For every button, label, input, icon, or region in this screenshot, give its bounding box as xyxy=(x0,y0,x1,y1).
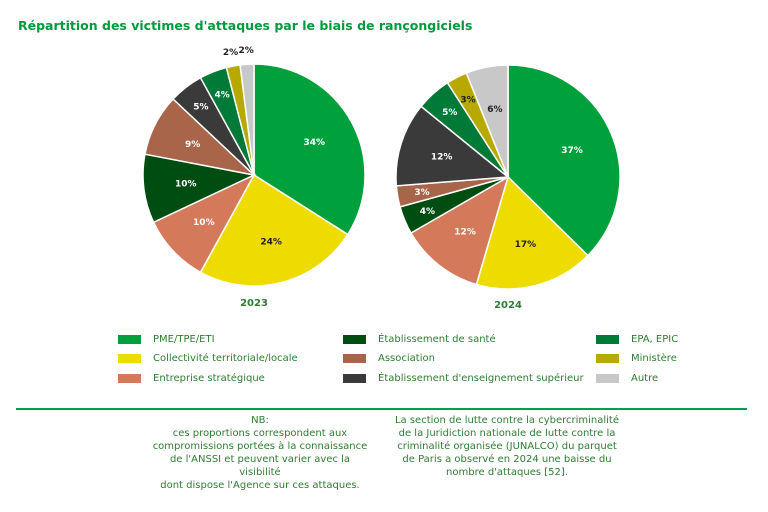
legend-swatch xyxy=(118,374,141,383)
legend-swatch xyxy=(596,354,619,363)
pie-slice xyxy=(239,63,255,176)
legend-label: Ministère xyxy=(631,353,677,364)
legend-swatch xyxy=(596,374,619,383)
note-right: La section de lutte contre la cybercrimi… xyxy=(394,415,620,478)
legend-label: PME/TPE/ETI xyxy=(153,334,215,345)
slice-label: 6% xyxy=(487,105,502,115)
slice-label: 37% xyxy=(561,146,583,156)
slice-label: 12% xyxy=(431,152,453,162)
legend-swatch xyxy=(118,354,141,363)
slice-label: 12% xyxy=(454,228,476,238)
legend-label: Établissement d'enseignement supérieur xyxy=(378,373,584,384)
legend-label: Collectivité territoriale/locale xyxy=(153,353,298,364)
slice-label: 9% xyxy=(185,140,200,150)
note-left: NB: ces proportions correspondent aux co… xyxy=(152,415,368,491)
slice-label: 17% xyxy=(515,240,537,250)
legend-swatch xyxy=(596,335,619,344)
pie-2023: 34% 24% 10% 10% 9% 5% 4% 2% 2% xyxy=(142,46,366,287)
slice-label: 2% xyxy=(239,46,254,56)
slice-label: 5% xyxy=(193,103,208,113)
pie-slice xyxy=(465,64,509,178)
legend-label: EPA, EPIC xyxy=(631,334,679,345)
legend-item: PME/TPE/ETI xyxy=(118,334,215,345)
legend-label: Établissement de santé xyxy=(378,334,496,345)
legend-swatch xyxy=(343,335,366,344)
legend-swatch xyxy=(343,374,366,383)
pie-2024: 37%17%12%4%3%12%5%3%6% xyxy=(395,64,621,290)
pie-slice xyxy=(395,105,510,187)
legend-item: Établissement de santé xyxy=(343,334,496,345)
legend-item: Ministère xyxy=(596,353,677,364)
legend-swatch xyxy=(118,335,141,344)
legend-item: Association xyxy=(343,353,435,364)
pie-slice xyxy=(507,64,621,257)
legend-label: Entreprise stratégique xyxy=(153,373,265,384)
pie-slice xyxy=(475,175,589,290)
legend-item: Collectivité territoriale/locale xyxy=(118,353,298,364)
pie-charts: 34% 24% 10% 10% 9% 5% 4% 2% 2% 2023 37% 17% 12% 4% 3% 1… xyxy=(142,46,621,311)
slice-label: 5% xyxy=(442,108,457,118)
legend-item: Entreprise stratégique xyxy=(118,373,265,384)
year-label: 2024 xyxy=(494,300,522,311)
chart-title: Répartition des victimes d'attaques par … xyxy=(18,18,473,33)
legend-label: Association xyxy=(378,353,435,364)
slice-label: 10% xyxy=(193,218,215,228)
pie-slice xyxy=(199,173,349,287)
slice-label: 3% xyxy=(414,188,429,198)
slice-label: 3% xyxy=(460,95,475,105)
legend-swatch xyxy=(343,354,366,363)
divider xyxy=(16,408,747,410)
legend-item: EPA, EPIC xyxy=(596,334,678,345)
pie-slice xyxy=(409,175,510,286)
slice-label: 34% xyxy=(304,138,326,148)
year-label: 2023 xyxy=(240,298,268,309)
slice-label: 10% xyxy=(175,180,197,190)
legend-label: Autre xyxy=(631,373,659,384)
slice-label: 4% xyxy=(420,207,435,217)
legend-item: Autre xyxy=(596,373,658,384)
slice-label: 4% xyxy=(214,90,229,100)
legend-item: Établissement d'enseignement supérieur xyxy=(343,373,584,384)
slice-label: 2% xyxy=(223,48,238,58)
slice-label: 24% xyxy=(260,238,282,248)
